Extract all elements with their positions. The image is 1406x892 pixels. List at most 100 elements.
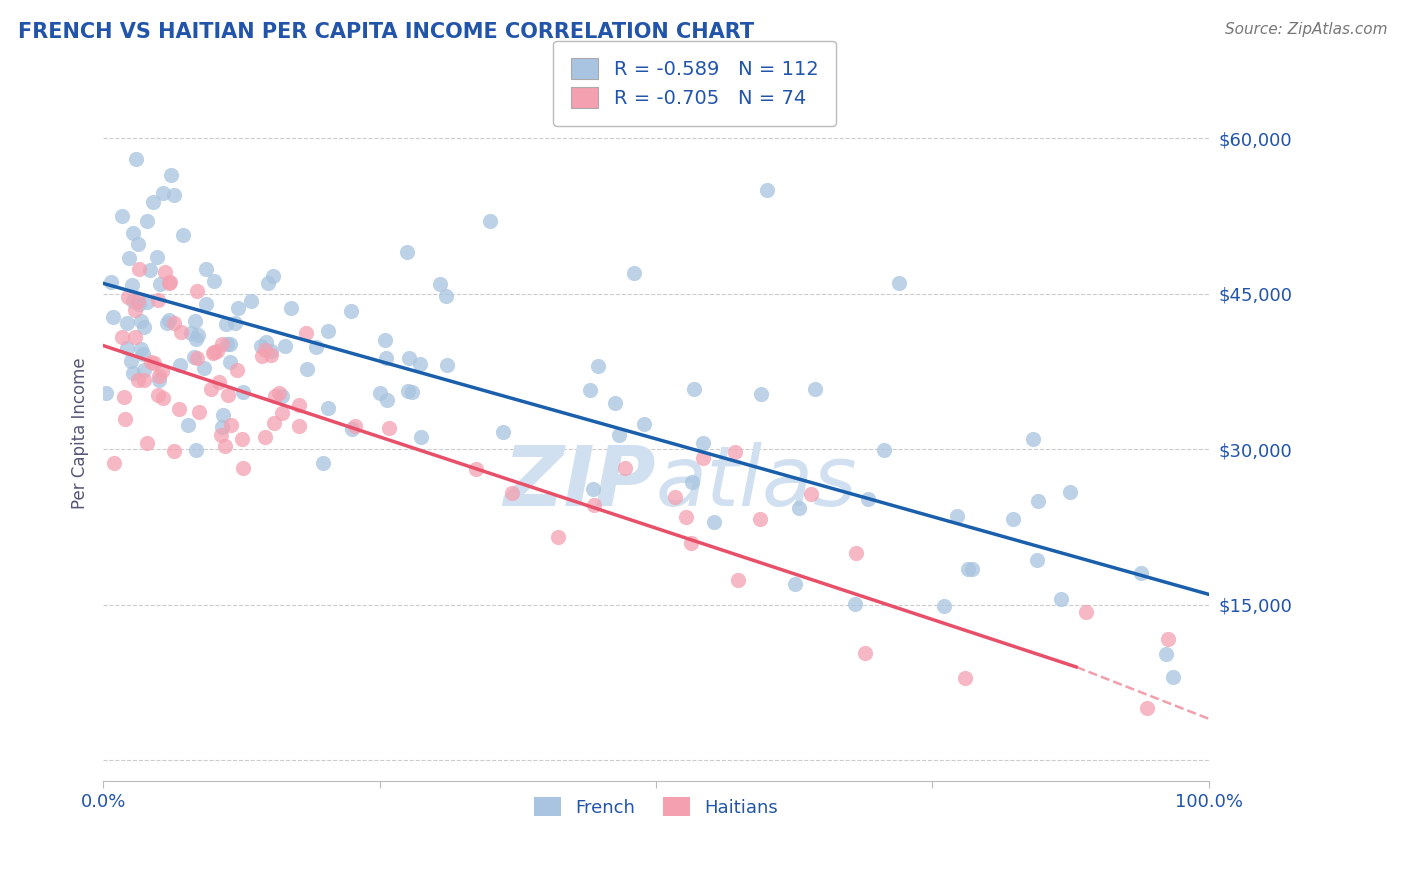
Point (127, 373, 149, 387)
Point (253, 343, 276, 357)
Point (748, 512, 770, 526)
Point (211, 420, 233, 434)
Point (148, 373, 170, 387)
Point (257, 277, 280, 291)
Point (148, 369, 170, 384)
Point (845, 546, 868, 560)
Point (136, 214, 159, 228)
Point (118, 251, 141, 265)
Point (263, 389, 285, 403)
Text: ZIP: ZIP (503, 442, 657, 523)
Point (94, 386, 117, 401)
Point (375, 351, 398, 365)
Point (269, 386, 291, 401)
Point (163, 187, 186, 202)
Point (683, 382, 706, 396)
Point (183, 314, 205, 328)
Y-axis label: Per Capita Income: Per Capita Income (72, 358, 89, 509)
Point (134, 319, 156, 334)
Point (436, 358, 458, 372)
Point (263, 416, 285, 430)
Point (112, 390, 135, 404)
Point (1059, 485, 1081, 500)
Point (146, 250, 169, 264)
Point (409, 357, 432, 371)
Point (1157, 632, 1180, 647)
Point (187, 327, 209, 342)
Text: FRENCH VS HAITIAN PER CAPITA INCOME CORRELATION CHART: FRENCH VS HAITIAN PER CAPITA INCOME CORR… (18, 22, 755, 42)
Point (115, 341, 138, 355)
Point (1025, 553, 1047, 567)
Point (254, 335, 277, 350)
Point (169, 401, 191, 416)
Point (681, 475, 703, 489)
Point (187, 405, 209, 419)
Point (889, 277, 911, 291)
Point (211, 337, 233, 351)
Point (201, 345, 224, 359)
Point (202, 274, 225, 288)
Point (225, 363, 247, 377)
Point (755, 183, 778, 197)
Point (132, 347, 155, 361)
Point (239, 294, 262, 309)
Point (723, 445, 745, 459)
Point (491, 425, 513, 440)
Point (180, 326, 202, 341)
Point (946, 508, 969, 523)
Point (232, 461, 254, 475)
Point (214, 439, 236, 453)
Point (409, 430, 432, 444)
Point (280, 301, 302, 316)
Point (152, 186, 174, 201)
Point (184, 332, 207, 346)
Point (124, 302, 146, 317)
Point (633, 417, 655, 431)
Point (582, 482, 605, 496)
Point (217, 387, 239, 401)
Point (312, 456, 335, 470)
Point (262, 268, 284, 283)
Point (160, 168, 183, 182)
Point (127, 237, 149, 252)
Point (305, 340, 328, 354)
Point (176, 417, 198, 432)
Point (274, 339, 297, 353)
Point (398, 351, 420, 366)
Point (800, 487, 823, 501)
Point (288, 398, 311, 412)
Point (368, 386, 391, 401)
Point (664, 491, 686, 505)
Point (260, 343, 283, 358)
Point (586, 359, 609, 374)
Point (250, 349, 273, 363)
Point (124, 330, 146, 344)
Point (142, 356, 165, 370)
Point (200, 382, 222, 396)
Text: atlas: atlas (657, 442, 858, 523)
Point (1161, 670, 1184, 684)
Point (134, 373, 156, 387)
Point (232, 385, 254, 400)
Point (131, 313, 153, 327)
Point (254, 430, 277, 444)
Point (121, 293, 143, 308)
Point (111, 210, 134, 224)
Point (122, 227, 145, 241)
Point (501, 486, 523, 500)
Point (170, 326, 193, 340)
Point (270, 389, 292, 403)
Point (136, 436, 159, 450)
Point (195, 297, 218, 311)
Point (953, 671, 976, 685)
Point (271, 406, 294, 420)
Point (121, 277, 143, 292)
Point (142, 195, 165, 210)
Point (1028, 494, 1050, 508)
Point (149, 277, 172, 291)
Point (932, 599, 955, 613)
Point (692, 435, 714, 450)
Point (141, 355, 163, 369)
Point (396, 384, 419, 399)
Point (100, 275, 122, 289)
